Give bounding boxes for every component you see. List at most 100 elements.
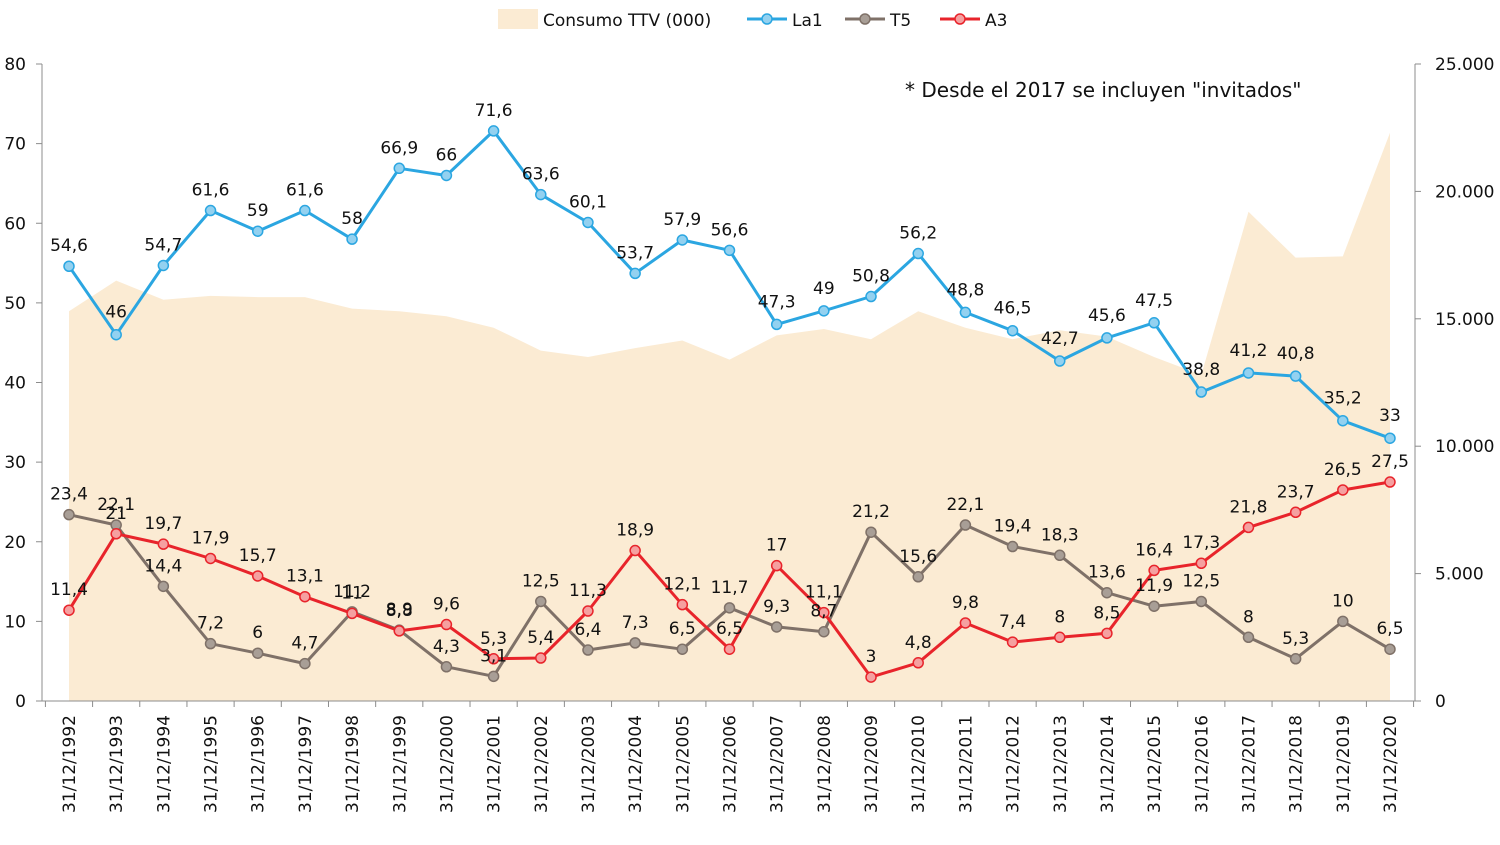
point-t5 [582,644,594,656]
point-a3 [770,559,783,572]
point-a3 [1006,636,1019,648]
x-tick-label: 31/12/2017 [1239,715,1259,813]
point-a3 [582,605,594,617]
data-label-t5: 18,3 [1041,525,1079,545]
data-label-a3: 17 [766,536,788,556]
data-label-a3: 26,5 [1324,460,1362,480]
data-label-a3: 11,4 [50,580,88,600]
point-t5 [1054,549,1066,562]
y-right-tick-label: 20.000 [1435,182,1494,202]
point-t5 [818,625,830,638]
data-label-la1: 66,9 [380,138,418,158]
data-label-t5: 21,2 [852,502,890,522]
point-t5 [959,519,972,531]
data-label-la1: 50,8 [852,267,890,287]
data-label-t5: 19,4 [994,517,1032,537]
point-a3 [723,643,736,655]
point-la1 [393,162,405,175]
data-label-la1: 63,6 [522,165,560,185]
point-t5 [535,595,547,608]
legend-label-t5: T5 [889,11,911,31]
point-a3 [63,604,75,616]
data-label-la1: 48,8 [946,280,984,300]
data-label-la1: 56,2 [899,224,937,244]
data-label-la1: 61,6 [286,181,324,201]
legend-marker-t5 [859,13,871,25]
data-label-a3: 7,4 [999,612,1026,632]
data-label-a3: 9,6 [433,595,460,615]
point-a3 [1148,564,1160,577]
x-tick-label: 31/12/2010 [909,715,929,813]
data-label-t5: 22,1 [946,495,984,515]
point-a3 [110,528,122,540]
point-a3 [1242,521,1255,534]
data-label-la1: 38,8 [1182,360,1220,380]
data-label-t5: 12,5 [522,571,560,591]
point-t5 [770,621,783,633]
x-tick-label: 31/12/1994 [154,715,174,813]
y-right-tick-label: 0 [1435,692,1446,712]
data-label-a3: 17,9 [192,528,230,548]
data-label-t5: 8,7 [810,602,837,622]
point-la1 [251,225,264,237]
point-la1 [770,318,783,331]
point-t5 [912,571,924,583]
x-tick-label: 31/12/1992 [60,715,80,813]
point-a3 [535,652,547,664]
legend: Consumo TTV (000) La1 T5 A3 [498,9,1007,31]
point-la1 [1148,317,1160,329]
legend-label-a3: A3 [985,11,1007,31]
y-left-tick-label: 80 [4,55,26,75]
point-a3 [1195,557,1208,569]
x-tick-label: 31/12/2004 [626,715,646,813]
point-t5 [723,602,736,614]
point-la1 [487,125,500,137]
x-tick-label: 31/12/2003 [579,715,599,813]
data-label-t5: 5,3 [1282,629,1309,649]
point-la1 [1101,332,1113,344]
point-a3 [1337,484,1349,496]
data-label-la1: 58 [341,209,363,229]
x-tick-label: 31/12/2011 [956,715,976,813]
y-right-tick-label: 15.000 [1435,310,1494,330]
data-label-la1: 61,6 [192,181,230,201]
legend-marker-a3 [954,13,966,25]
x-tick-label: 31/12/1997 [296,715,316,813]
data-label-la1: 40,8 [1277,344,1315,364]
x-tick-label: 31/12/2009 [862,715,882,813]
data-label-la1: 47,3 [758,292,796,312]
point-t5 [1101,586,1113,599]
data-label-t5: 11,9 [1135,576,1173,596]
data-label-t5: 7,3 [622,613,649,633]
data-label-a3: 18,9 [616,521,654,541]
point-a3 [487,653,500,665]
axes: 0 10 20 30 40 50 60 70 80 0 5.000 10.000 15.000 20.00… [4,55,1494,813]
data-label-a3: 27,5 [1371,452,1409,472]
data-label-a3: 12,1 [663,575,701,595]
data-label-a3: 11 [341,583,363,603]
x-tick-label: 31/12/1996 [249,715,269,813]
data-label-t5: 11,7 [711,578,749,598]
x-tick-label: 31/12/2016 [1192,715,1212,813]
data-label-a3: 9,8 [952,593,979,613]
data-label-la1: 54,6 [50,236,88,256]
data-label-t5: 6,4 [574,620,601,640]
y-left-tick-label: 60 [4,214,26,234]
legend-swatch-consumo [498,9,538,29]
x-tick-label: 31/12/2014 [1098,715,1118,813]
x-tick-label: 31/12/2015 [1145,715,1165,813]
data-label-t5: 6,5 [1376,619,1403,639]
point-la1 [1195,386,1208,398]
point-t5 [63,508,75,521]
data-label-la1: 56,6 [711,220,749,240]
x-tick-label: 31/12/2020 [1381,715,1401,813]
data-label-t5: 6,5 [669,619,696,639]
data-label-la1: 60,1 [569,192,607,212]
point-a3 [346,607,358,620]
point-la1 [204,204,217,217]
data-label-t5: 14,4 [144,556,182,576]
x-tick-label: 31/12/2012 [1004,715,1024,813]
point-a3 [1289,506,1302,519]
data-label-t5: 11,2 [333,582,371,602]
point-la1 [1289,370,1302,382]
